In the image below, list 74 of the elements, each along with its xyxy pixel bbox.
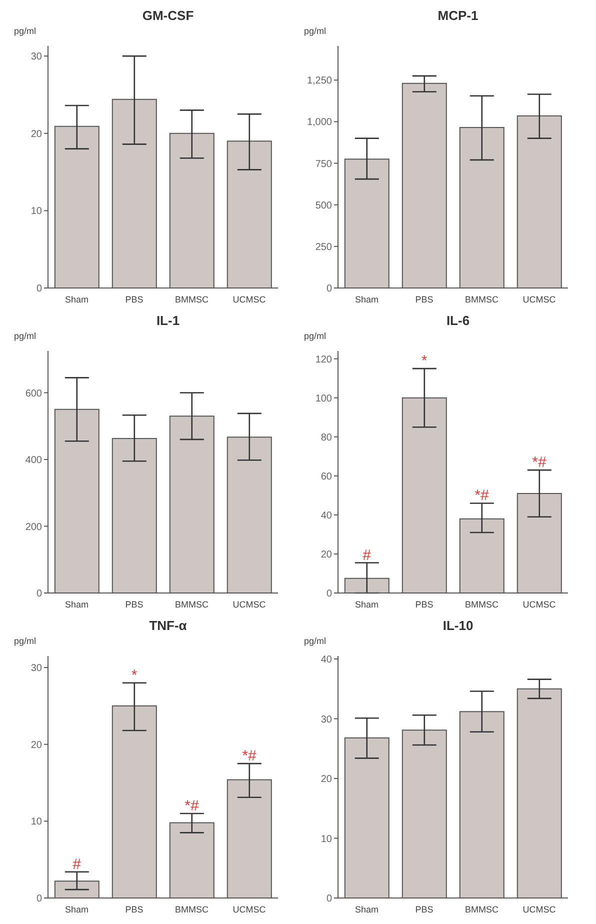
chart-title: TNF-α [148, 618, 188, 635]
y-tick-label: 10 [30, 816, 42, 828]
y-tick-label: 0 [36, 894, 42, 905]
x-tick-label: Sham [354, 294, 379, 304]
x-tick-label: Sham [354, 599, 379, 610]
chart-title: IL-1 [155, 313, 181, 330]
y-tick-label: 30 [30, 663, 42, 674]
y-tick-label: 20 [320, 550, 332, 561]
x-tick-label: PBS [415, 904, 434, 914]
annotation: *# [242, 748, 257, 765]
x-tick-label: BMMSC [465, 904, 499, 914]
x-tick-label: PBS [125, 294, 144, 304]
y-axis-title: pg/ml [14, 331, 38, 343]
annotation: * [131, 666, 138, 684]
y-axis-title: pg/ml [14, 636, 38, 648]
y-tick-label: 250 [315, 242, 332, 253]
y-axis-title: pg/ml [304, 26, 328, 38]
y-tick-label: 1,250 [306, 76, 332, 87]
y-axis-title: pg/ml [304, 636, 328, 648]
y-tick-label: 600 [25, 388, 42, 400]
y-tick-label: 0 [326, 588, 332, 600]
y-axis-title: pg/ml [14, 26, 38, 38]
y-tick-label: 60 [320, 471, 332, 482]
chart-title: IL-6 [445, 313, 471, 330]
y-tick-label: 200 [25, 522, 42, 533]
chart-title: MCP-1 [436, 8, 480, 25]
annotation: *# [184, 797, 200, 814]
x-tick-label: BMMSC [175, 904, 209, 914]
x-tick-label: BMMSC [465, 599, 499, 610]
x-tick-label: UCMSC [232, 294, 266, 304]
x-tick-label: BMMSC [175, 294, 209, 304]
y-tick-label: 120 [315, 354, 332, 366]
x-tick-label: Sham [64, 904, 89, 914]
x-tick-label: Sham [64, 294, 89, 304]
y-tick-label: 750 [315, 158, 332, 170]
x-tick-label: PBS [125, 599, 144, 610]
x-tick-label: PBS [415, 599, 434, 610]
x-tick-label: UCMSC [522, 599, 556, 610]
y-tick-label: 30 [320, 714, 332, 726]
x-tick-label: UCMSC [522, 294, 556, 304]
y-tick-label: 40 [320, 510, 332, 522]
annotation: *# [532, 454, 547, 472]
chart-title: GM-CSF [141, 8, 195, 25]
x-tick-label: UCMSC [522, 904, 556, 914]
annotation: *# [474, 487, 490, 504]
x-tick-label: Sham [64, 599, 89, 610]
chart-title: IL-10 [442, 618, 474, 635]
y-tick-label: 0 [36, 284, 42, 295]
x-tick-label: PBS [125, 904, 144, 914]
x-tick-label: PBS [415, 294, 434, 304]
x-tick-label: BMMSC [175, 599, 209, 610]
y-tick-label: 80 [320, 432, 332, 444]
y-tick-label: 0 [326, 284, 332, 295]
annotation: # [362, 546, 372, 564]
y-tick-label: 40 [320, 654, 332, 666]
y-tick-label: 20 [320, 774, 332, 786]
y-tick-label: 500 [315, 200, 332, 212]
y-tick-label: 20 [30, 740, 42, 751]
x-tick-label: UCMSC [232, 599, 266, 610]
y-tick-label: 1,000 [306, 117, 332, 128]
annotation: * [421, 352, 428, 370]
y-tick-label: 10 [30, 206, 42, 218]
y-tick-label: 100 [315, 393, 332, 404]
x-tick-label: BMMSC [465, 294, 499, 304]
annotation: # [72, 856, 82, 873]
y-tick-label: 10 [320, 834, 332, 845]
x-tick-label: UCMSC [232, 904, 266, 914]
x-tick-label: Sham [354, 904, 379, 914]
y-tick-label: 0 [36, 588, 42, 600]
y-tick-label: 30 [30, 52, 42, 63]
y-tick-label: 0 [326, 894, 332, 905]
y-axis-title: pg/ml [304, 331, 328, 343]
y-tick-label: 20 [30, 128, 42, 140]
y-tick-label: 400 [25, 455, 42, 466]
